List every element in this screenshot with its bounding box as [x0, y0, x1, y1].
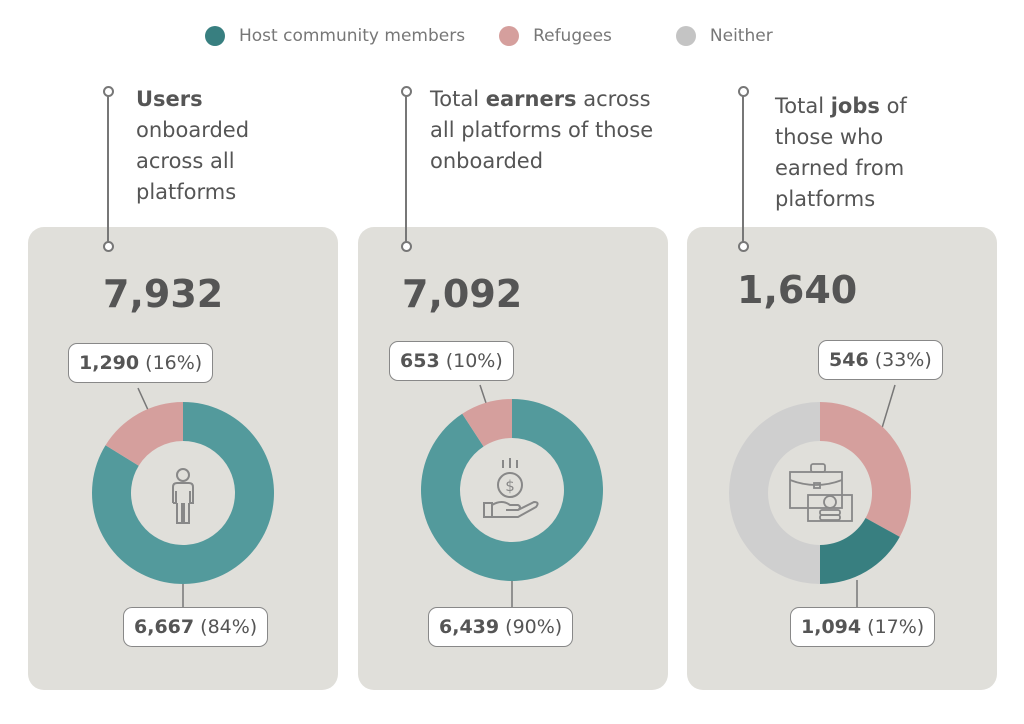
legend-item-refugees: Refugees: [499, 26, 612, 46]
leader-line: [881, 384, 896, 429]
connector-line: [107, 92, 109, 246]
card-title: Total earners across all platforms of th…: [430, 87, 654, 173]
donut-slice-refugees: [105, 402, 183, 466]
donut-slice-host-community-members: [421, 399, 604, 581]
donut-slice-refugees: [820, 402, 911, 537]
person-icon: [172, 468, 194, 524]
connector-dot: [738, 241, 749, 252]
data-label-host: 6,667 (84%): [123, 607, 269, 647]
total-jobs: 1,640: [737, 268, 858, 312]
connector-dot: [103, 86, 114, 97]
legend-dot: [205, 26, 225, 46]
total-earners: 7,092: [402, 272, 523, 316]
data-label-refugees: 546 (33%): [818, 340, 943, 380]
donut-slice-host-community-members: [820, 518, 900, 584]
leader-line: [137, 387, 150, 413]
total-users: 7,932: [103, 272, 224, 316]
connector-dot: [738, 86, 749, 97]
data-label-refugees: 1,290 (16%): [68, 343, 214, 383]
card-title: Users onboarded across all platforms: [136, 87, 250, 204]
connector-line: [405, 92, 407, 246]
connector-line: [742, 92, 744, 246]
donut-slice-refugees: [462, 399, 512, 447]
briefcase-money-icon: [789, 463, 853, 522]
data-label-host: 1,094 (17%): [790, 607, 936, 647]
data-label-host: 6,439 (90%): [428, 607, 574, 647]
legend-item-neither: Neither: [675, 26, 773, 46]
donut-slice-neither: [728, 402, 820, 584]
data-label-refugees: 653 (10%): [389, 341, 514, 381]
svg-text:$: $: [505, 477, 515, 495]
connector-dot: [401, 86, 412, 97]
legend-label: Host community members: [239, 26, 466, 46]
legend: Host community members Refugees Neither: [205, 26, 807, 46]
legend-item-host: Host community members: [205, 26, 465, 46]
legend-label: Neither: [709, 26, 773, 46]
connector-dot: [103, 241, 114, 252]
legend-dot: [499, 26, 520, 46]
donut-slice-host-community-members: [92, 402, 275, 584]
hand-coin-icon: $: [483, 458, 539, 518]
legend-label: Refugees: [533, 26, 612, 46]
legend-dot: [675, 26, 696, 46]
connector-dot: [401, 241, 412, 252]
card-title: Total jobs of those who earned from plat…: [775, 94, 907, 211]
